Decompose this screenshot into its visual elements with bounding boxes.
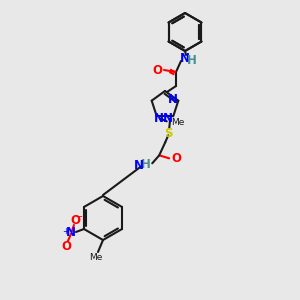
Text: N: N (168, 93, 178, 106)
Text: Me: Me (171, 118, 184, 127)
Text: N: N (180, 52, 190, 65)
Text: +: + (62, 227, 69, 236)
Text: N: N (163, 112, 173, 125)
Text: S: S (164, 127, 172, 140)
Text: N: N (154, 112, 164, 125)
Text: N: N (66, 226, 76, 238)
Text: H: H (141, 158, 151, 171)
Text: O: O (61, 239, 71, 253)
Text: N: N (134, 159, 144, 172)
Text: O: O (171, 152, 181, 165)
Text: O: O (152, 64, 162, 76)
Text: O: O (70, 214, 80, 226)
Text: Me: Me (89, 254, 103, 262)
Text: H: H (187, 53, 197, 67)
Text: −: − (75, 212, 83, 222)
